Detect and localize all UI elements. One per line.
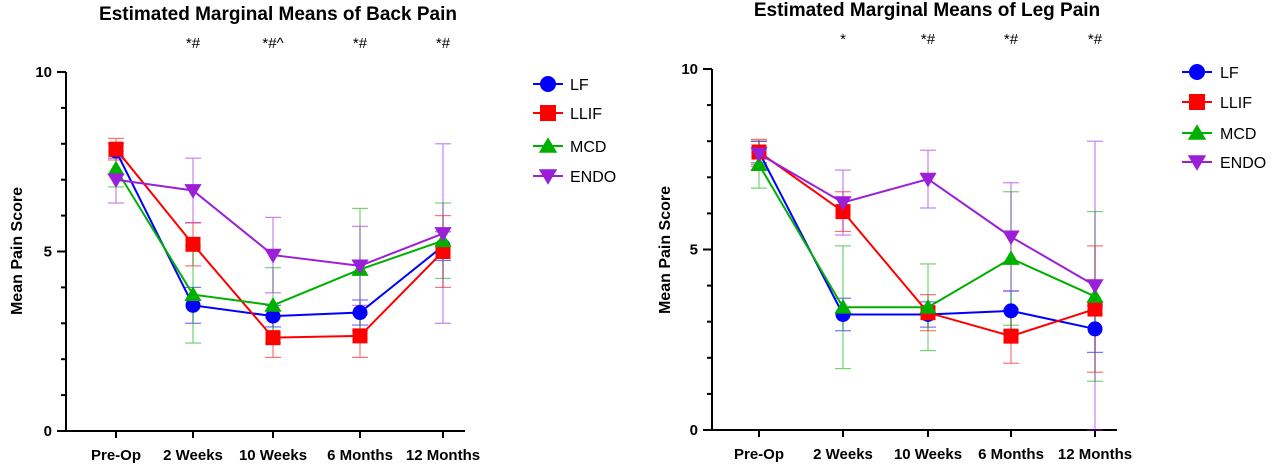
series-endo (750, 147, 1104, 294)
y-axis-label: Mean Pain Score (9, 187, 26, 315)
series-llif (108, 141, 451, 346)
data-point (107, 160, 125, 176)
data-point (185, 297, 201, 313)
legend-item-endo: ENDO (533, 169, 616, 186)
data-point (351, 259, 369, 275)
legend-label: LLIF (570, 106, 602, 123)
data-point (264, 297, 282, 312)
significance-label: *#^ (262, 35, 283, 52)
legend-item-llif: LLIF (1182, 94, 1252, 112)
data-point (1003, 328, 1019, 344)
y-tick-label: 0 (690, 422, 698, 439)
leg-pain-chart: Estimated Marginal Means of Leg Pain Mean… (657, 0, 1266, 463)
significance-label: *# (921, 31, 936, 48)
back-pain-chart: Estimated Marginal Means of Back Pain Mea… (9, 4, 616, 464)
legend-item-mcd: MCD (1182, 124, 1256, 143)
y-tick-label: 5 (690, 242, 698, 259)
x-tick-label: 12 Months (406, 447, 480, 464)
legend: LF LLIF MCD ENDO (533, 76, 616, 186)
legend: LF LLIF MCD ENDO (1182, 64, 1266, 172)
legend-marker (1189, 64, 1205, 80)
y-tick-label: 5 (44, 244, 52, 261)
data-point (184, 286, 202, 301)
chart-title: Estimated Marginal Means of Leg Pain (754, 0, 1100, 21)
x-tick-label: Pre-Op (734, 446, 784, 463)
legend-item-endo: ENDO (1182, 155, 1266, 172)
error-bars-llif (108, 137, 451, 359)
y-tick-label: 10 (35, 64, 52, 81)
legend-item-mcd: MCD (533, 137, 606, 156)
data-point (1002, 250, 1020, 265)
significance-label: * (840, 31, 846, 48)
legend-label: LF (1220, 65, 1239, 82)
chart-title: Estimated Marginal Means of Back Pain (99, 4, 457, 25)
legend-marker (540, 105, 556, 121)
data-point (1002, 230, 1020, 246)
x-tick-label: 6 Months (327, 447, 393, 464)
legend-item-llif: LLIF (533, 105, 602, 123)
data-point (834, 196, 852, 211)
error-bars-lf (108, 143, 451, 328)
x-tick-label: 2 Weeks (163, 447, 223, 464)
data-point (435, 244, 451, 259)
significance-label: *# (436, 35, 451, 52)
significance-label: *# (186, 35, 201, 52)
y-tick-label: 10 (681, 61, 698, 78)
data-point (184, 184, 202, 199)
data-point (834, 299, 852, 314)
legend-label: MCD (1220, 126, 1256, 143)
data-point (1086, 279, 1104, 294)
legend-marker (1189, 94, 1205, 110)
data-point (919, 172, 937, 188)
significance-label: *# (1088, 31, 1103, 48)
significance-label: *# (353, 35, 368, 52)
data-point (750, 147, 768, 163)
data-point (835, 204, 851, 220)
data-point (352, 305, 368, 321)
legend-marker (1187, 155, 1207, 171)
y-tick-label: 0 (44, 423, 52, 440)
data-point (265, 330, 281, 346)
data-point (1087, 301, 1103, 317)
legend-marker (538, 137, 558, 153)
legend-item-lf: LF (1182, 64, 1239, 82)
data-point (108, 141, 124, 157)
y-axis-label: Mean Pain Score (657, 186, 674, 314)
legend-marker (538, 169, 558, 185)
x-tick-label: 2 Weeks (813, 446, 873, 463)
x-tick-label: 10 Weeks (894, 446, 962, 463)
data-point (264, 248, 282, 264)
data-point (919, 299, 937, 314)
significance-label: *# (1004, 31, 1019, 48)
legend-item-lf: LF (533, 76, 589, 94)
data-point (750, 156, 768, 172)
data-point (1086, 288, 1104, 303)
series-mcd (107, 160, 452, 312)
series-line (115, 178, 444, 267)
data-point (1087, 321, 1103, 337)
series-mcd (750, 156, 1104, 314)
legend-label: MCD (570, 139, 606, 156)
data-point (185, 236, 201, 252)
data-point (265, 308, 281, 324)
x-tick-label: 6 Months (978, 446, 1044, 463)
x-tick-label: Pre-Op (91, 447, 141, 464)
series-line (758, 164, 1096, 309)
data-point (107, 173, 125, 188)
series-line (115, 150, 444, 318)
series-endo (107, 173, 452, 275)
legend-label: LF (570, 77, 589, 94)
data-point (1003, 303, 1019, 319)
data-point (434, 227, 452, 242)
legend-marker (1187, 124, 1207, 140)
legend-marker (540, 76, 556, 92)
legend-label: ENDO (570, 169, 616, 186)
x-tick-label: 12 Months (1058, 446, 1132, 463)
x-tick-label: 10 Weeks (239, 447, 307, 464)
legend-label: ENDO (1220, 155, 1266, 172)
legend-label: LLIF (1220, 95, 1252, 112)
data-point (352, 328, 368, 344)
